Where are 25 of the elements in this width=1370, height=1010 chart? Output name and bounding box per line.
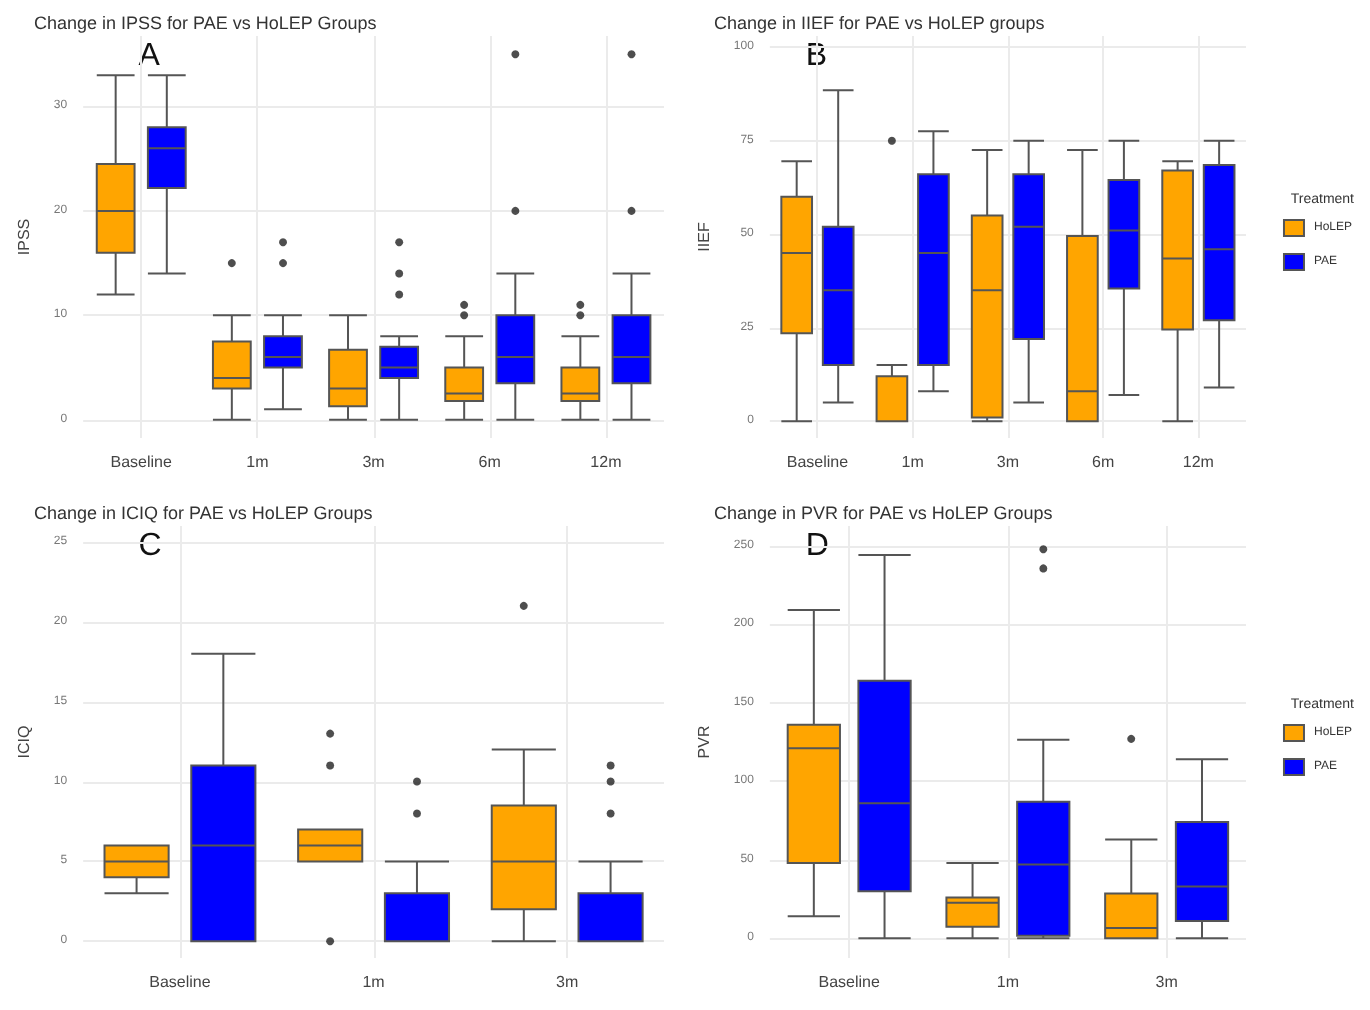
x-tick-label: 1m <box>901 453 925 471</box>
x-tick-label: 12m <box>590 453 623 471</box>
x-tick-label: 3m <box>362 453 386 471</box>
x-tick-label: Baseline <box>149 973 212 991</box>
chart-title: Change in ICIQ for PAE vs HoLEP Groups <box>34 503 374 523</box>
y-axis-title: PVR <box>695 725 713 759</box>
x-tick-label: 3m <box>996 453 1020 471</box>
x-tick-label: 1m <box>996 973 1020 991</box>
x-tick-label: 3m <box>556 973 579 991</box>
y-axis-title: IPSS <box>15 218 33 256</box>
x-tick-label: 6m <box>1092 453 1115 471</box>
chart-title: Change in IIEF for PAE vs HoLEP groups <box>714 13 1046 33</box>
chart-title: Change in IPSS for PAE vs HoLEP Groups <box>34 13 378 33</box>
x-tick-label: 12m <box>1182 453 1215 471</box>
x-tick-label: 6m <box>478 453 502 471</box>
x-tick-label: Baseline <box>786 453 850 471</box>
annotation: C <box>138 529 162 563</box>
y-axis-title: IIEF <box>695 222 713 252</box>
x-tick-label: 3m <box>1155 973 1179 991</box>
x-tick-label: Baseline <box>110 453 174 471</box>
y-axis-title: ICIQ <box>15 725 33 759</box>
x-tick-label: 1m <box>246 453 270 471</box>
chart-title: Change in PVR for PAE vs HoLEP Groups <box>714 503 1054 523</box>
x-tick-label: Baseline <box>818 973 881 991</box>
x-tick-label: 1m <box>362 973 386 991</box>
